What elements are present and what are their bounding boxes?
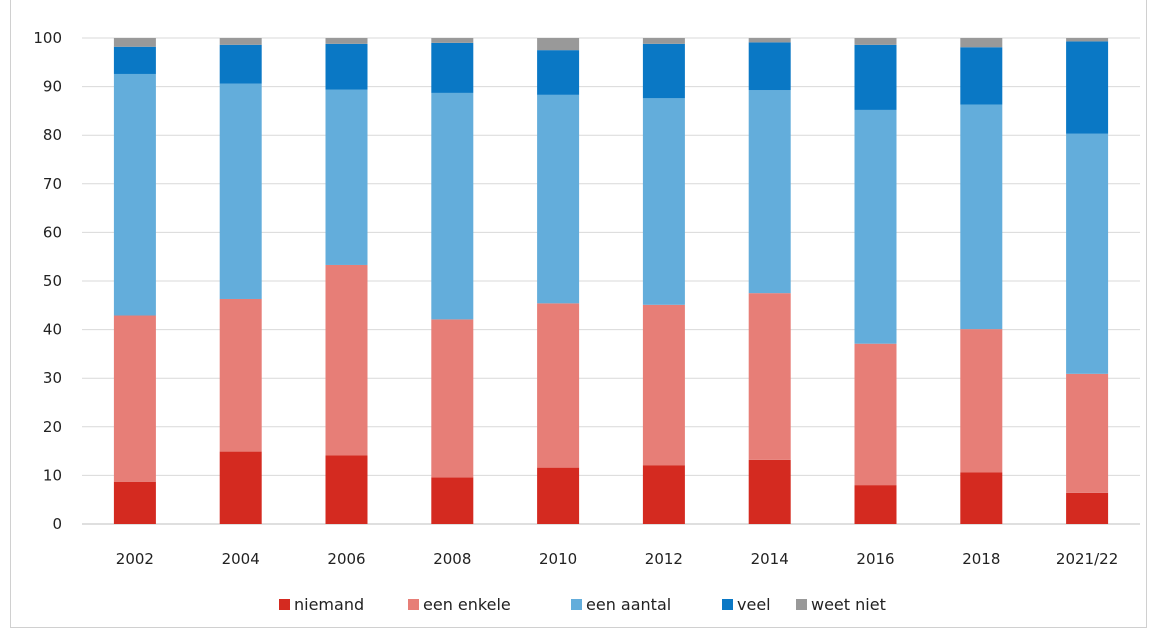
- y-tick-label: 70: [43, 175, 62, 193]
- bar-segment: [325, 455, 368, 524]
- x-tick-label: 2008: [433, 550, 471, 568]
- legend-swatch: [279, 599, 290, 610]
- bar-segment: [537, 467, 580, 524]
- bar-segment: [113, 38, 156, 47]
- legend-swatch: [722, 599, 733, 610]
- y-tick-label: 80: [43, 126, 62, 144]
- bars: [113, 38, 1109, 524]
- bar-segment: [113, 315, 156, 482]
- y-tick-label: 10: [43, 466, 62, 484]
- bar-segment: [1066, 41, 1109, 134]
- bar-segment: [854, 44, 897, 110]
- bar-segment: [325, 264, 368, 456]
- bar-segment: [113, 481, 156, 524]
- x-tick-label: 2018: [962, 550, 1000, 568]
- bar-segment: [537, 38, 580, 51]
- bar-segment: [1066, 492, 1109, 524]
- bar-segment: [537, 303, 580, 468]
- bar-segment: [748, 459, 791, 524]
- x-tick-label: 2006: [327, 550, 365, 568]
- y-axis-ticks: 0 10 20 30 40 50 60 70 80 90 100: [33, 29, 62, 533]
- bar-segment: [431, 92, 474, 320]
- bar-segment: [431, 42, 474, 93]
- bar-segment: [113, 73, 156, 316]
- x-tick-label: 2004: [222, 550, 260, 568]
- y-tick-label: 60: [43, 223, 62, 241]
- legend: niemand een enkele een aantal veel weet niet: [279, 595, 886, 614]
- bar-segment: [642, 38, 685, 44]
- bar-segment: [642, 465, 685, 524]
- bar-segment: [325, 38, 368, 44]
- legend-swatch: [796, 599, 807, 610]
- bar-segment: [642, 43, 685, 99]
- x-tick-label: 2002: [116, 550, 154, 568]
- y-tick-label: 100: [33, 29, 62, 47]
- bar-segment: [431, 319, 474, 478]
- bar-segment: [960, 472, 1003, 524]
- x-axis-ticks: 2002 2004 2006 2008 2010 2012 2014 2016 2018 2021…: [116, 550, 1118, 568]
- bar-segment: [748, 38, 791, 43]
- y-tick-label: 20: [43, 418, 62, 436]
- x-tick-label: 2010: [539, 550, 577, 568]
- bar-segment: [1066, 38, 1109, 42]
- x-tick-label: 2021/22: [1056, 550, 1118, 568]
- legend-swatch: [571, 599, 582, 610]
- bar-segment: [748, 293, 791, 460]
- bar-segment: [219, 83, 262, 299]
- x-tick-label: 2014: [751, 550, 789, 568]
- bar-segment: [431, 38, 474, 43]
- bar-segment: [219, 44, 262, 84]
- bar-segment: [219, 298, 262, 452]
- bar-segment: [854, 109, 897, 344]
- x-tick-label: 2016: [856, 550, 894, 568]
- bar-segment: [854, 343, 897, 486]
- bar-segment: [642, 98, 685, 305]
- bar-segment: [854, 485, 897, 524]
- bar-segment: [960, 38, 1003, 48]
- bar-segment: [537, 50, 580, 95]
- legend-label: veel: [737, 595, 771, 614]
- y-tick-label: 50: [43, 272, 62, 290]
- y-tick-label: 40: [43, 321, 62, 339]
- bar-segment: [960, 329, 1003, 473]
- legend-label: weet niet: [811, 595, 886, 614]
- bar-segment: [960, 104, 1003, 330]
- bar-segment: [325, 89, 368, 265]
- legend-swatch: [408, 599, 419, 610]
- bar-segment: [854, 38, 897, 45]
- bar-segment: [1066, 133, 1109, 374]
- x-tick-label: 2012: [645, 550, 683, 568]
- bar-segment: [642, 304, 685, 466]
- legend-label: een enkele: [423, 595, 511, 614]
- bar-segment: [219, 38, 262, 45]
- bar-segment: [431, 477, 474, 524]
- bar-segment: [537, 94, 580, 304]
- bar-segment: [748, 42, 791, 91]
- bar-segment: [748, 90, 791, 294]
- y-tick-label: 90: [43, 78, 62, 96]
- bar-segment: [325, 43, 368, 90]
- bar-segment: [1066, 373, 1109, 493]
- y-tick-label: 30: [43, 369, 62, 387]
- legend-label: niemand: [294, 595, 364, 614]
- bar-segment: [219, 451, 262, 524]
- bar-segment: [960, 47, 1003, 105]
- bar-segment: [113, 46, 156, 74]
- legend-label: een aantal: [586, 595, 671, 614]
- y-tick-label: 0: [52, 515, 62, 533]
